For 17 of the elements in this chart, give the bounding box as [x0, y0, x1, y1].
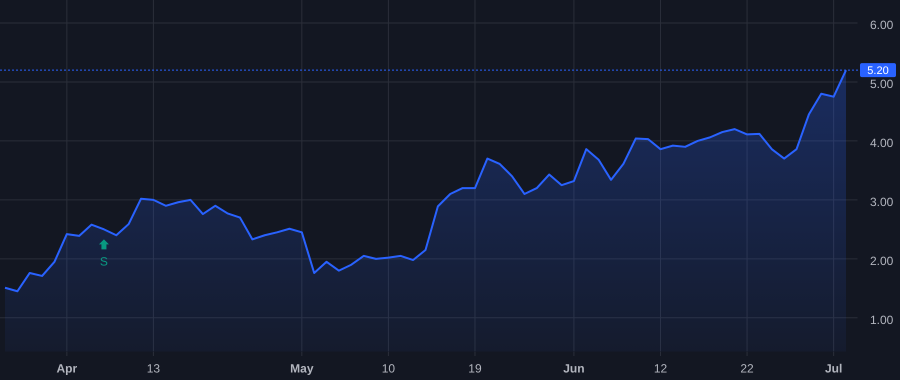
ref-line-label: 5.20 [867, 65, 889, 78]
x-tick-label: Apr [56, 362, 78, 376]
x-tick-label: 22 [740, 362, 754, 376]
x-tick-label: 13 [146, 362, 160, 376]
y-tick-label: 3.00 [870, 194, 894, 209]
x-tick-label: 12 [654, 362, 668, 376]
y-tick-label: 4.00 [870, 136, 894, 150]
x-tick-label: 10 [382, 362, 396, 376]
y-tick-label: 6.00 [870, 18, 894, 32]
y-tick-label: 1.00 [870, 312, 894, 327]
x-tick-label: 19 [468, 362, 482, 376]
x-tick-label: Jun [563, 362, 585, 376]
y-tick-label: 2.00 [870, 254, 894, 268]
annotation: S [100, 254, 108, 268]
y-tick-label: 5.00 [870, 76, 894, 91]
x-tick-label: May [290, 362, 314, 376]
x-tick-label: Jul [824, 362, 842, 376]
